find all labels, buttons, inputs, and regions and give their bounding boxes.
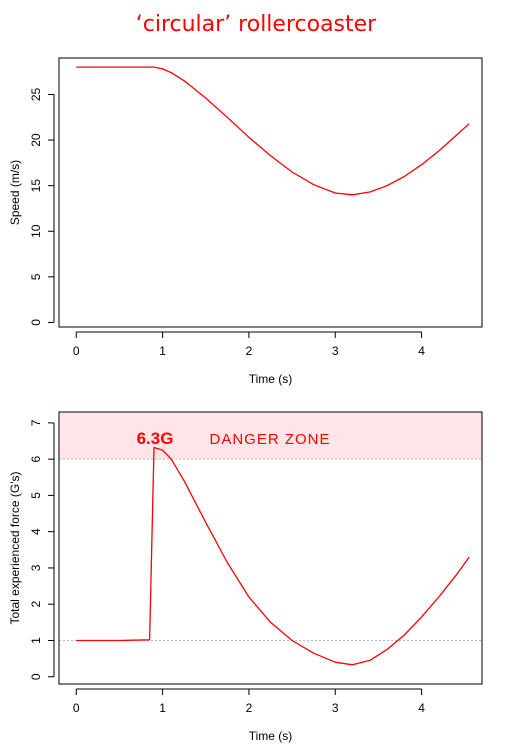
- chart2-y-tick-label: 4: [29, 528, 43, 535]
- chart1-y-tick-label: 5: [29, 273, 43, 280]
- chart2-y-tick-label: 0: [29, 673, 43, 680]
- chart2-x-tick-label: 2: [246, 701, 253, 715]
- chart1-series-line: [76, 66, 470, 196]
- chart2-x-tick-label: 0: [73, 701, 80, 715]
- chart1-y-tick-label: 20: [29, 133, 43, 147]
- chart1-y-tick-label: 15: [29, 179, 43, 193]
- chart2-y-tick-label: 5: [29, 492, 43, 499]
- chart-title: ‘circular’ rollercoaster: [135, 12, 377, 37]
- chart1-x-tick-label: 4: [418, 344, 425, 358]
- chart2-y-tick-label: 1: [29, 637, 43, 644]
- chart1-y-tick-label: 25: [29, 87, 43, 101]
- chart1-y-tick-label: 10: [29, 224, 43, 238]
- chart2-x-tick-label: 4: [418, 701, 425, 715]
- chart2-x-axis-label: Time (s): [249, 729, 293, 743]
- chart1-x-tick-label: 0: [73, 344, 80, 358]
- chart2-y-axis-label: Total experienced force (G's): [8, 471, 22, 624]
- chart1-x-tick-label: 1: [159, 344, 166, 358]
- chart2-y-tick-label: 3: [29, 564, 43, 571]
- chart2-y-tick-label: 7: [29, 419, 43, 426]
- chart2-x-tick-label: 3: [332, 701, 339, 715]
- chart2-danger-zone-label: DANGER ZONE: [209, 431, 330, 448]
- chart2-x-tick-label: 1: [159, 701, 166, 715]
- chart2-danger-zone-band: [59, 412, 482, 460]
- chart1-y-axis-label: Speed (m/s): [8, 160, 22, 225]
- chart2-y-tick-label: 6: [29, 455, 43, 462]
- chart2-peak-annotation: 6.3G: [137, 429, 174, 448]
- chart1-x-tick-label: 3: [332, 344, 339, 358]
- chart2-plot-frame: [58, 411, 483, 685]
- chart2-y-tick-label: 2: [29, 601, 43, 608]
- chart1-plot-frame: [58, 57, 483, 328]
- chart1-y-tick-label: 0: [29, 319, 43, 326]
- chart1-x-tick-label: 2: [246, 344, 253, 358]
- chart1-x-axis-label: Time (s): [249, 372, 293, 386]
- chart2-series-line: [76, 446, 470, 666]
